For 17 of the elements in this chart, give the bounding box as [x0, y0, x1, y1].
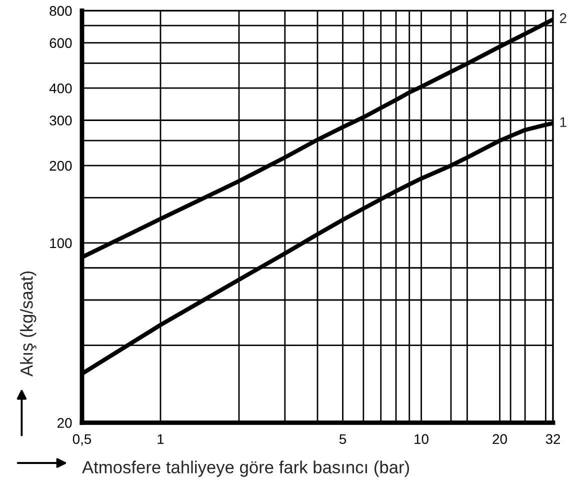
- y-tick-label: 20: [58, 418, 72, 428]
- y-tick-label: 300: [50, 116, 72, 126]
- y-tick-label: 600: [50, 38, 72, 48]
- y-tick-label: 800: [50, 6, 72, 16]
- x-axis-title: Atmosfere tahliyeye göre fark basıncı (bar): [82, 460, 409, 477]
- series-label: 1: [560, 117, 566, 127]
- x-tick-label: 10: [414, 434, 428, 444]
- x-tick-label: 32: [546, 434, 560, 444]
- y-tick-label: 100: [50, 238, 72, 248]
- y-axis-title: Akış (kg/saat): [20, 272, 36, 377]
- y-tick-label: 400: [49, 83, 72, 94]
- x-tick-label: 20: [492, 434, 507, 444]
- x-tick-label: 0,5: [72, 434, 92, 446]
- x-tick-label: 1: [158, 434, 164, 444]
- series-label: 2: [560, 13, 566, 23]
- y-tick-label: 200: [50, 160, 72, 171]
- x-tick-label: 5: [339, 434, 346, 444]
